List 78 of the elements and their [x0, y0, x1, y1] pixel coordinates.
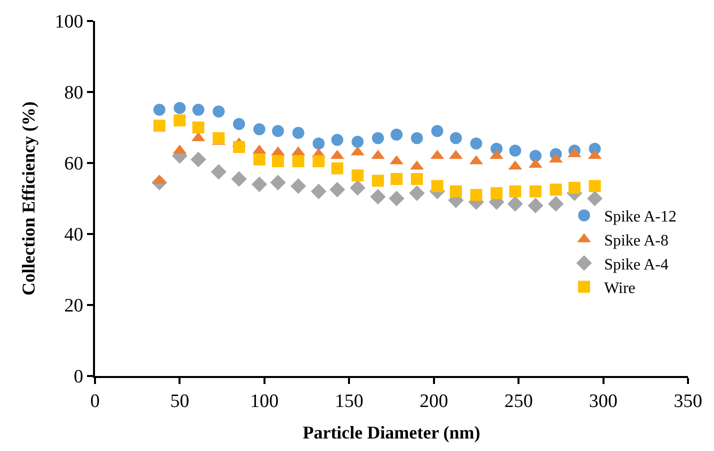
point [153, 120, 166, 132]
point [530, 185, 542, 198]
y-axis-title: Collection Efficiency (%) [18, 102, 38, 296]
point [153, 104, 166, 116]
x-tick-label: 150 [334, 390, 364, 412]
point [352, 169, 364, 182]
point [528, 198, 544, 214]
point [388, 190, 404, 206]
point [233, 118, 246, 130]
point [372, 132, 384, 144]
x-tick-label: 200 [420, 390, 448, 412]
point [568, 182, 580, 194]
y-tick-label: 60 [64, 154, 84, 175]
point [292, 126, 304, 139]
point [409, 185, 425, 201]
legend-label: Spike A-8 [604, 232, 669, 250]
point [370, 188, 386, 205]
legend-label: Wire [604, 280, 636, 298]
x-tick-label: 350 [674, 390, 702, 412]
point [410, 172, 423, 185]
point [329, 182, 346, 198]
point [509, 144, 522, 157]
point [192, 104, 204, 116]
point [253, 153, 266, 166]
point [509, 185, 522, 198]
point [490, 187, 503, 200]
point [431, 125, 444, 138]
point [212, 106, 225, 118]
point [470, 137, 482, 150]
y-tick-label: 100 [54, 12, 84, 33]
legend-label: Spike A-4 [604, 256, 669, 274]
point [390, 128, 403, 141]
point [290, 178, 306, 194]
point [331, 162, 344, 174]
point [272, 125, 284, 138]
point [350, 180, 366, 196]
x-tick-label: 250 [504, 390, 533, 412]
x-axis-title: Particle Diameter (nm) [302, 422, 480, 442]
point [450, 132, 462, 144]
point [253, 123, 266, 136]
point [410, 132, 423, 144]
x-tick-label: 100 [250, 390, 279, 412]
point [312, 137, 325, 150]
point [390, 172, 403, 185]
point [174, 102, 186, 114]
point [470, 188, 482, 201]
point [174, 114, 186, 126]
point [588, 180, 601, 192]
point [312, 155, 325, 168]
point [192, 122, 204, 134]
point [210, 164, 226, 180]
y-tick-label: 20 [64, 296, 84, 317]
point [212, 132, 225, 144]
y-tick-label: 0 [74, 366, 84, 388]
x-tick-label: 0 [90, 390, 100, 412]
point [450, 185, 462, 198]
x-tick-label: 50 [170, 390, 190, 412]
point [352, 136, 364, 148]
point [292, 155, 304, 168]
point [233, 141, 246, 154]
point [550, 184, 562, 196]
point [270, 174, 286, 190]
point [272, 155, 284, 168]
point [548, 196, 564, 212]
x-tick-label: 300 [589, 390, 618, 412]
point [372, 174, 384, 187]
point [310, 184, 326, 200]
point [190, 152, 206, 168]
point [530, 150, 542, 162]
legend-label: Spike A-12 [604, 208, 677, 226]
y-tick-label: 80 [64, 82, 84, 104]
point [231, 171, 247, 187]
point [252, 176, 268, 192]
point [587, 190, 603, 206]
point [507, 196, 523, 212]
point [331, 134, 344, 146]
y-tick-label: 40 [64, 224, 84, 246]
point [431, 180, 444, 192]
